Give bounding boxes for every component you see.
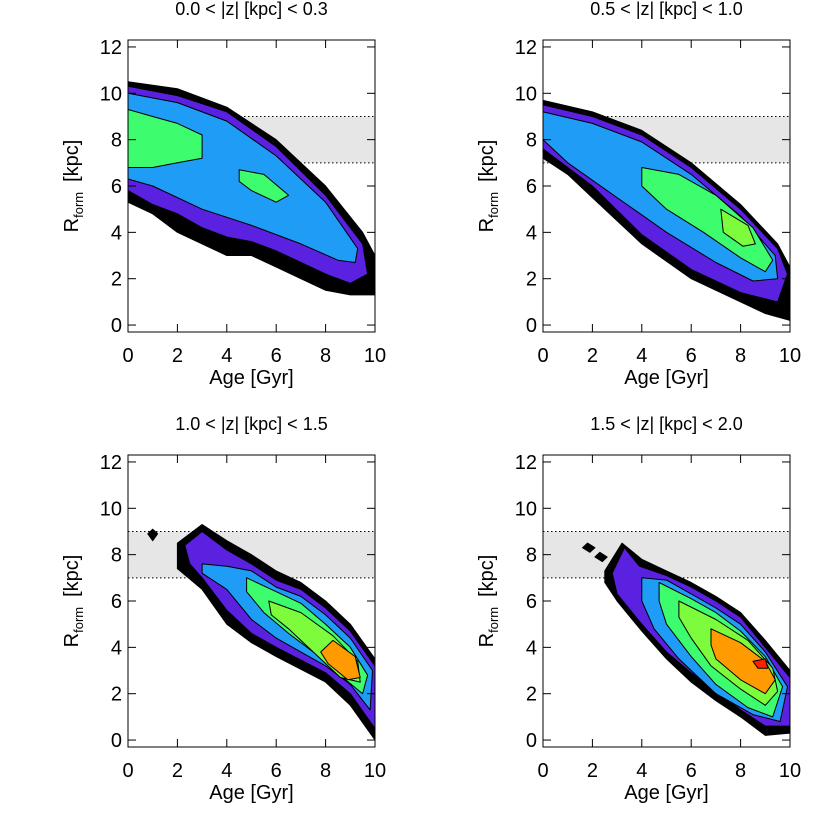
x-axis-label: Age [Gyr] bbox=[209, 367, 293, 389]
y-axis-label-main: R bbox=[476, 633, 498, 647]
x-tick-label: 8 bbox=[735, 345, 746, 367]
y-tick-label: 10 bbox=[515, 498, 537, 520]
y-tick-label: 8 bbox=[526, 130, 537, 152]
y-axis-label-unit: [kpc] bbox=[61, 140, 83, 182]
x-tick-label: 4 bbox=[221, 760, 232, 782]
x-tick-label: 2 bbox=[587, 760, 598, 782]
y-tick-label: 2 bbox=[111, 269, 122, 291]
y-axis-label-sub: form bbox=[486, 192, 501, 218]
y-axis-label: Rform [kpc] bbox=[476, 555, 501, 648]
y-tick-label: 2 bbox=[111, 684, 122, 706]
contour-level bbox=[128, 109, 203, 168]
x-tick-label: 10 bbox=[364, 345, 386, 367]
y-tick-label: 0 bbox=[111, 315, 122, 337]
y-axis-label-main: R bbox=[61, 633, 83, 647]
x-axis-label: Age [Gyr] bbox=[624, 367, 708, 389]
chart-title: 0.0 < |z| [kpc] < 0.3 bbox=[175, 0, 327, 19]
x-tick-label: 0 bbox=[122, 345, 133, 367]
y-tick-label: 12 bbox=[515, 452, 537, 474]
x-axis-label: Age [Gyr] bbox=[624, 782, 708, 804]
y-tick-label: 4 bbox=[526, 222, 537, 244]
y-tick-label: 4 bbox=[526, 637, 537, 659]
y-tick-label: 8 bbox=[526, 545, 537, 567]
y-axis-label-main: R bbox=[61, 218, 83, 232]
y-tick-label: 0 bbox=[526, 315, 537, 337]
contours bbox=[543, 99, 790, 321]
contours bbox=[147, 524, 375, 741]
y-tick-label: 2 bbox=[526, 269, 537, 291]
contour-level bbox=[594, 551, 608, 563]
x-tick-label: 6 bbox=[271, 345, 282, 367]
contour-level bbox=[710, 628, 776, 695]
chart-title: 1.5 < |z| [kpc] < 2.0 bbox=[590, 414, 742, 434]
x-tick-label: 6 bbox=[686, 345, 697, 367]
panel: 0 2 4 6 8 10 0 2 4 6 8 10 12 1.5 < |z| [kpc] < 2.0 Age… bbox=[476, 414, 801, 804]
x-tick-label: 2 bbox=[172, 345, 183, 367]
x-tick-label: 4 bbox=[636, 760, 647, 782]
x-tick-label: 0 bbox=[537, 345, 548, 367]
chart-title: 0.5 < |z| [kpc] < 1.0 bbox=[590, 0, 742, 19]
y-axis-label: Rform [kpc] bbox=[476, 140, 501, 233]
contours bbox=[582, 542, 790, 736]
contour-level bbox=[641, 167, 774, 273]
x-tick-label: 4 bbox=[221, 345, 232, 367]
contour-level bbox=[752, 658, 769, 669]
x-tick-label: 8 bbox=[320, 345, 331, 367]
y-tick-label: 4 bbox=[111, 222, 122, 244]
contours bbox=[128, 81, 375, 296]
x-tick-label: 8 bbox=[735, 760, 746, 782]
x-tick-label: 2 bbox=[172, 760, 183, 782]
y-tick-label: 6 bbox=[526, 591, 537, 613]
contour-level bbox=[582, 542, 596, 553]
chart-title: 1.0 < |z| [kpc] < 1.5 bbox=[175, 414, 327, 434]
y-tick-label: 12 bbox=[515, 37, 537, 59]
y-tick-label: 10 bbox=[515, 83, 537, 105]
x-tick-label: 6 bbox=[271, 760, 282, 782]
reference-band bbox=[543, 531, 790, 578]
panel: 0 2 4 6 8 10 0 2 4 6 8 10 12 0.0 < |z| [kpc] < 0.3 Age… bbox=[61, 0, 386, 389]
y-tick-label: 6 bbox=[526, 176, 537, 198]
y-tick-label: 0 bbox=[526, 730, 537, 752]
y-tick-label: 4 bbox=[111, 637, 122, 659]
x-tick-label: 6 bbox=[686, 760, 697, 782]
y-tick-label: 12 bbox=[100, 452, 122, 474]
y-axis-label: Rform [kpc] bbox=[61, 555, 86, 648]
x-tick-label: 10 bbox=[779, 345, 801, 367]
y-tick-label: 8 bbox=[111, 545, 122, 567]
contour-level bbox=[201, 563, 373, 711]
y-tick-label: 6 bbox=[111, 591, 122, 613]
contour-level bbox=[238, 169, 290, 203]
panel: 0 2 4 6 8 10 0 2 4 6 8 10 12 0.5 < |z| [kpc] < 1.0 Age… bbox=[476, 0, 801, 389]
x-tick-label: 4 bbox=[636, 345, 647, 367]
panel: 0 2 4 6 8 10 0 2 4 6 8 10 12 1.0 < |z| [kpc] < 1.5 Age… bbox=[61, 414, 386, 804]
contour-level bbox=[720, 208, 756, 247]
y-tick-label: 12 bbox=[100, 37, 122, 59]
y-tick-label: 10 bbox=[100, 83, 122, 105]
y-tick-label: 0 bbox=[111, 730, 122, 752]
y-axis-label-sub: form bbox=[486, 607, 501, 633]
x-axis-label: Age [Gyr] bbox=[209, 782, 293, 804]
x-tick-label: 0 bbox=[122, 760, 133, 782]
y-axis-label-unit: [kpc] bbox=[61, 555, 83, 597]
y-tick-label: 2 bbox=[526, 684, 537, 706]
y-axis-label-sub: form bbox=[71, 607, 86, 633]
x-tick-label: 8 bbox=[320, 760, 331, 782]
y-tick-label: 6 bbox=[111, 176, 122, 198]
y-axis-label: Rform [kpc] bbox=[61, 140, 86, 233]
x-tick-label: 10 bbox=[364, 760, 386, 782]
y-tick-label: 10 bbox=[100, 498, 122, 520]
x-tick-label: 2 bbox=[587, 345, 598, 367]
x-tick-label: 0 bbox=[537, 760, 548, 782]
contour-level bbox=[320, 639, 361, 681]
y-axis-label-unit: [kpc] bbox=[476, 555, 498, 597]
y-axis-label-unit: [kpc] bbox=[476, 140, 498, 182]
y-axis-label-sub: form bbox=[71, 192, 86, 218]
x-tick-label: 10 bbox=[779, 760, 801, 782]
y-tick-label: 8 bbox=[111, 130, 122, 152]
y-axis-label-main: R bbox=[476, 218, 498, 232]
contour-level bbox=[147, 528, 159, 542]
